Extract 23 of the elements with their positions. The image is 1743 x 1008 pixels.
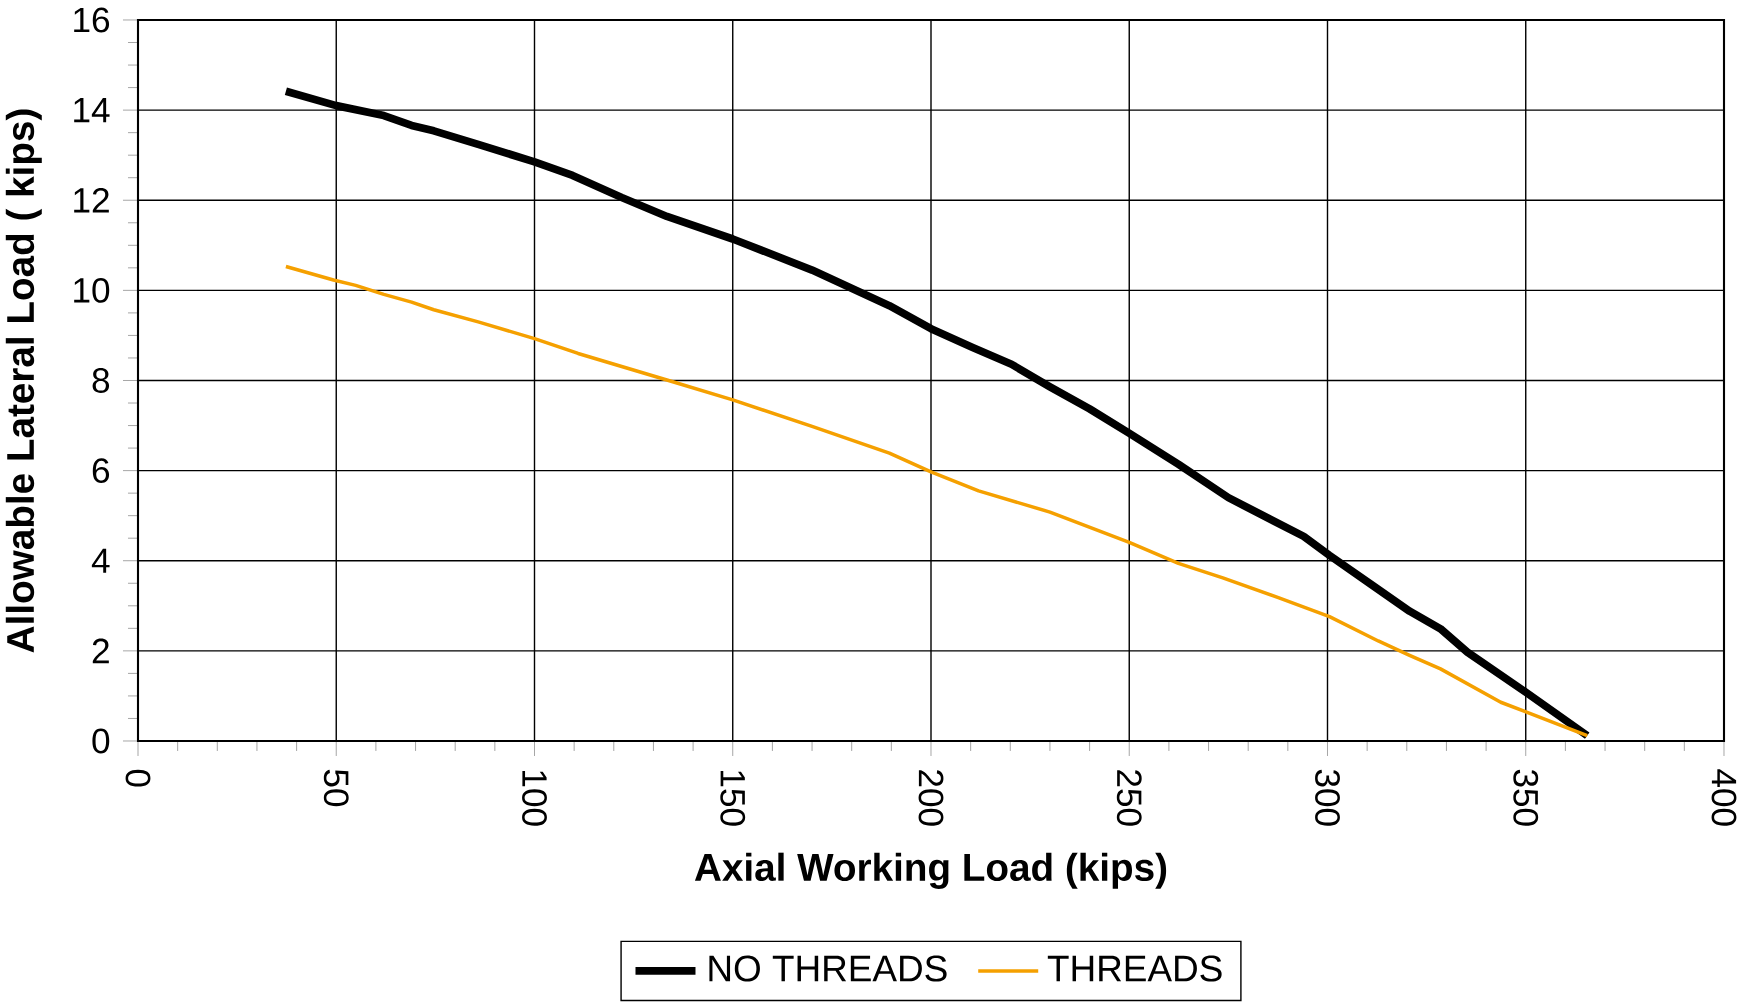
x-axis-title: Axial Working Load (kips) [694, 852, 1167, 889]
x-tick-label: 0 [125, 769, 151, 787]
x-tick-label: 400 [1711, 769, 1737, 826]
x-tick-label: 250 [1116, 770, 1142, 826]
x-tick-label: 300 [1315, 769, 1340, 826]
x-tick-label: 350 [1513, 769, 1539, 826]
x-tick-label: 50 [323, 769, 349, 807]
x-tick-label: 100 [522, 771, 547, 826]
legend-label: THREADS [1047, 955, 1222, 982]
y-tick-label: 10 [74, 277, 110, 303]
y-tick-label: 8 [92, 368, 110, 393]
y-tick-label: 12 [74, 187, 109, 213]
x-tick-label: 150 [720, 771, 746, 826]
x-tick-label: 200 [918, 770, 944, 826]
y-tick-label: 14 [74, 98, 110, 123]
legend-label: NO THREADS [709, 955, 947, 982]
y-tick-label: 0 [92, 728, 110, 754]
y-tick-label: 6 [92, 458, 110, 484]
y-tick-label: 4 [91, 548, 110, 573]
y-tick-label: 2 [92, 638, 109, 664]
y-tick-label: 16 [74, 7, 110, 33]
y-axis-title: Allowable Lateral Load ( kips) [5, 109, 42, 653]
line-series [284, 264, 1589, 738]
